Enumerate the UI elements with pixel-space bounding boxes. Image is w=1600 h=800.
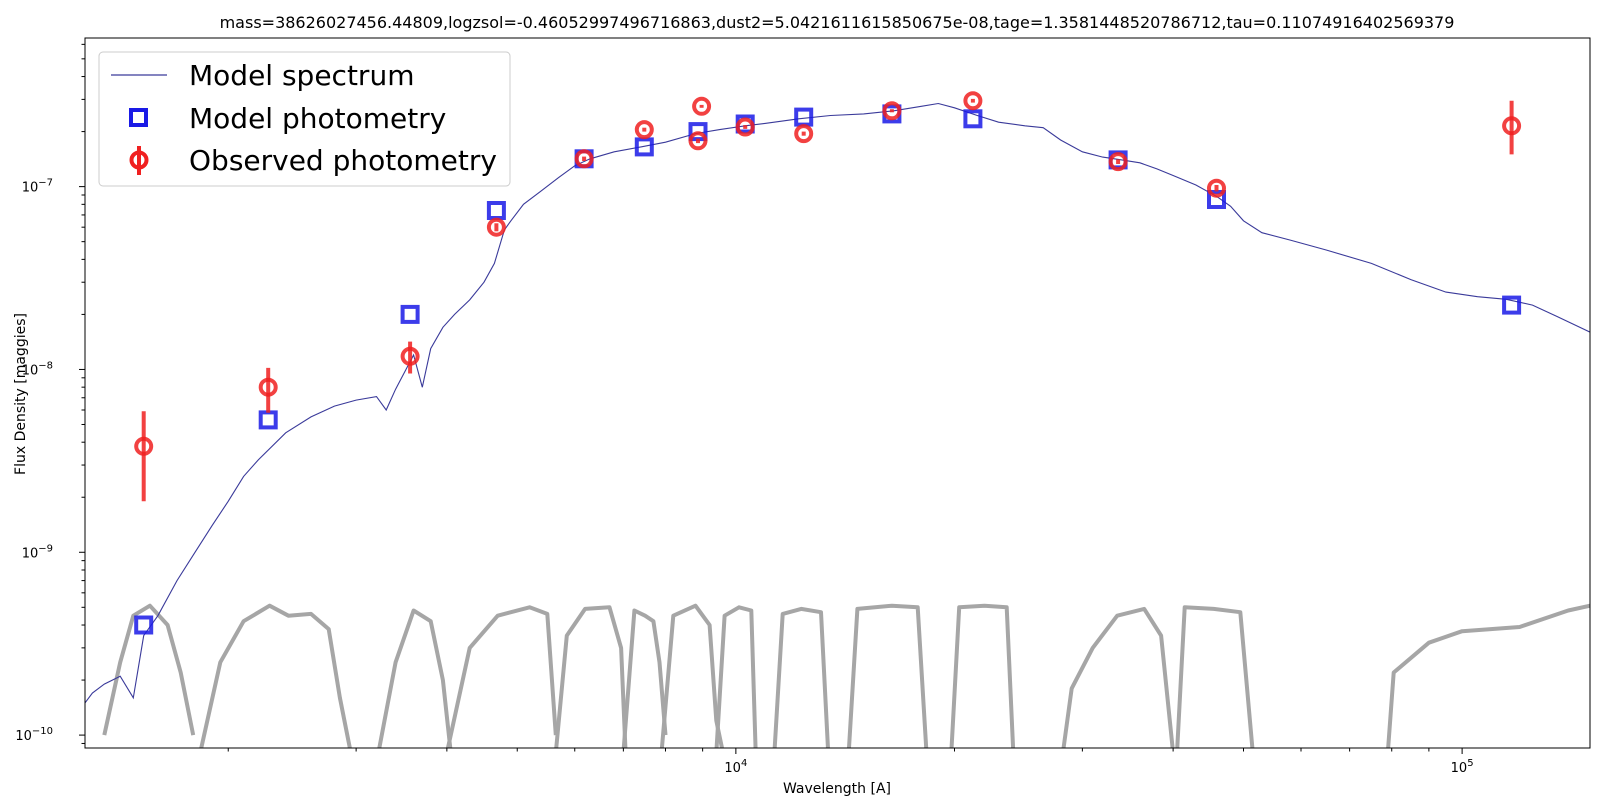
filter-curve-0 [102, 603, 196, 736]
filter-curve-12 [1175, 605, 1255, 748]
filter-curve-2 [377, 608, 453, 748]
observed-photometry-layer [134, 91, 1522, 502]
model-spectrum-line [85, 102, 1590, 704]
legend: Model spectrum Model photometry Observed… [98, 51, 511, 187]
filter-curve-9 [846, 603, 929, 748]
model-photometry-point-12 [1207, 190, 1226, 209]
filter-curve-8 [772, 606, 830, 748]
filter-curve-13 [1386, 603, 1590, 748]
observed-photometry-point-8 [735, 117, 755, 137]
observed-photometry-point-9 [794, 124, 814, 144]
model-photometry-point-5 [634, 137, 654, 157]
legend-label-observed-photometry: Observed photometry [189, 144, 497, 177]
observed-photometry-point-11 [963, 91, 983, 111]
observed-photometry-point-2 [400, 346, 420, 366]
chart-title: mass=38626027456.44809,logzsol=-0.460529… [220, 13, 1455, 32]
legend-label-model-spectrum: Model spectrum [189, 59, 414, 92]
legend-label-model-photometry: Model photometry [189, 102, 446, 135]
filter-curve-10 [949, 603, 1016, 748]
plot-frame [84, 37, 1591, 749]
filter-curve-7 [714, 605, 758, 748]
observed-photometry-point-6 [688, 131, 708, 151]
legend-box [98, 51, 511, 187]
filter-curve-3 [445, 605, 558, 748]
model-spectrum-layer [85, 102, 1590, 704]
filter-curve-5 [621, 608, 668, 748]
observed-photometry-point-12 [1108, 152, 1128, 172]
observed-photometry-point-5 [634, 120, 654, 140]
model-photometry-point-10 [963, 109, 983, 129]
model-photometry-point-0 [134, 615, 154, 635]
observed-photometry-point-7 [692, 96, 712, 116]
observed-photometry-point-10 [882, 101, 902, 121]
legend-circle-swatch [129, 150, 149, 170]
filter-curve-4 [554, 605, 628, 748]
observed-photometry-point-0 [134, 436, 154, 456]
model-photometry-point-2 [400, 304, 420, 324]
filter-curve-1 [199, 603, 352, 748]
observed-photometry-point-1 [258, 377, 278, 397]
legend-square-swatch [129, 108, 148, 127]
observed-photometry-point-4 [574, 149, 594, 169]
filter-curves [102, 603, 1590, 748]
observed-photometry-point-3 [486, 217, 506, 237]
x-axis-label: Wavelength [A] [783, 781, 891, 797]
observed-photometry-point-14 [1502, 116, 1522, 136]
observed-photometry-point-13 [1207, 178, 1226, 198]
y-axis-label: Flux Density [maggies] [13, 313, 29, 475]
filter-curve-11 [1061, 606, 1175, 748]
model-photometry-point-13 [1502, 295, 1522, 315]
